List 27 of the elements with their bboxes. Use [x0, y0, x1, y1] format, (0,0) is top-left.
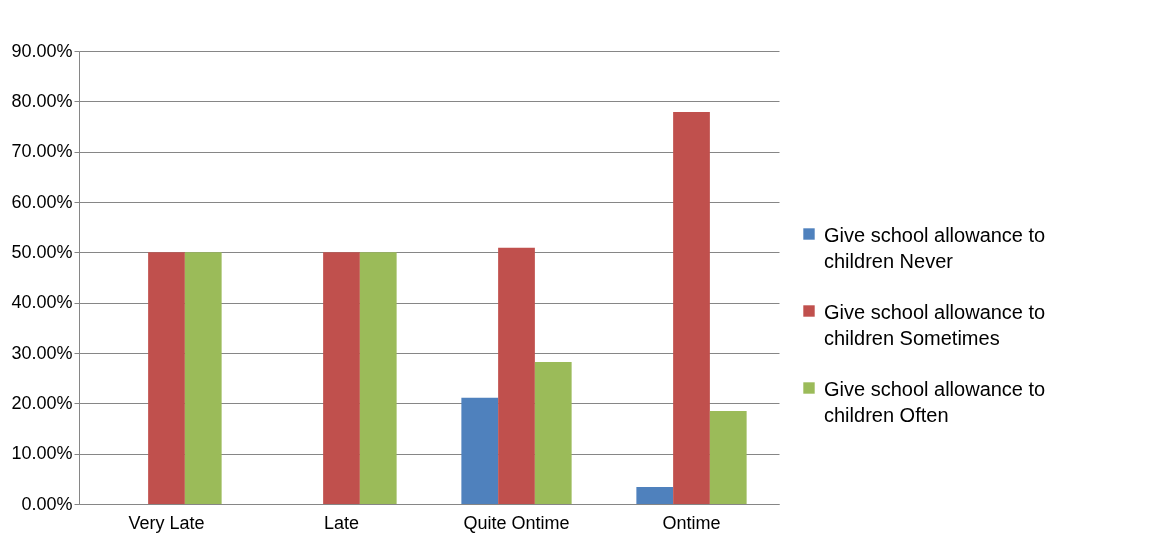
- bar: [534, 362, 572, 504]
- bar: [359, 252, 397, 504]
- bar: [636, 486, 674, 504]
- x-tick-label: Late: [323, 512, 360, 533]
- y-tick-label: 20.00%: [11, 392, 73, 413]
- bar: [184, 252, 222, 504]
- legend-label: Give school allowance to children Sometimes: [824, 301, 1046, 349]
- y-tick-label: 60.00%: [11, 191, 73, 212]
- bar: [323, 252, 360, 504]
- bar: [673, 111, 710, 504]
- y-tick-label: 70.00%: [11, 141, 73, 162]
- y-tick-label: 10.00%: [11, 443, 73, 464]
- y-tick-label: 80.00%: [11, 90, 73, 111]
- bar: [461, 397, 499, 504]
- x-tick-label: Ontime: [662, 512, 721, 533]
- y-tick-label: 30.00%: [11, 342, 73, 363]
- legend-label: Give school allowance to children Never: [824, 224, 1046, 272]
- bar: [148, 252, 185, 504]
- x-tick-label: Quite Ontime: [463, 512, 570, 533]
- y-tick-label: 50.00%: [11, 241, 73, 262]
- bar: [498, 247, 535, 504]
- y-tick-label: 0.00%: [21, 493, 73, 514]
- bar: [709, 410, 747, 504]
- y-tick-label: 90.00%: [11, 40, 73, 61]
- legend-label: Give school allowance to children Often: [824, 378, 1046, 426]
- x-tick-label: Very Late: [128, 512, 205, 533]
- y-tick-label: 40.00%: [11, 292, 73, 313]
